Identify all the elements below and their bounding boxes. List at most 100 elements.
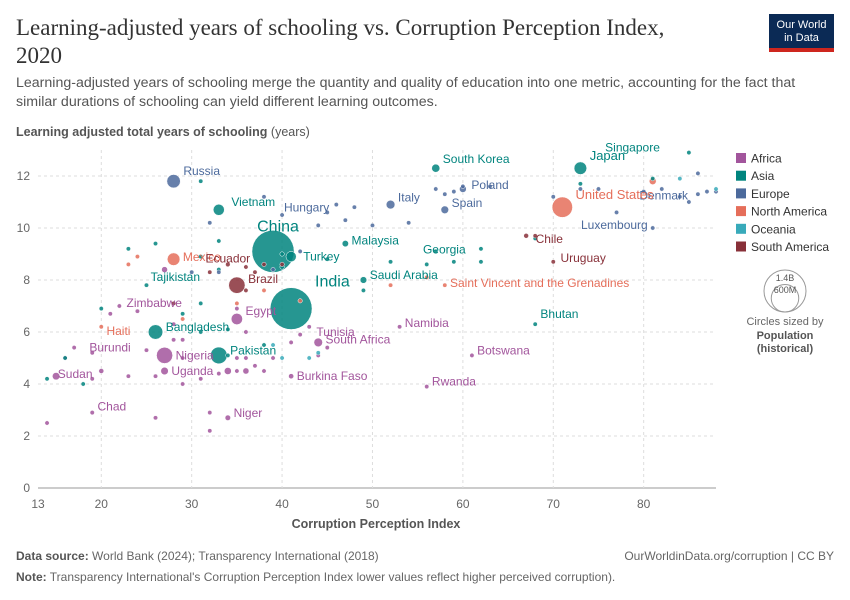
data-point[interactable]: [487, 183, 493, 189]
data-point[interactable]: [677, 194, 683, 200]
data-point[interactable]: [171, 321, 177, 327]
data-point[interactable]: [270, 342, 276, 348]
data-point[interactable]: [388, 259, 394, 265]
legend-item-africa[interactable]: Africa: [736, 152, 782, 166]
point-nigeria[interactable]: [156, 347, 173, 364]
data-point[interactable]: [614, 209, 620, 215]
data-point[interactable]: [207, 410, 213, 416]
data-point[interactable]: [306, 355, 312, 361]
data-point[interactable]: [89, 350, 95, 356]
point-zimbabwe[interactable]: [116, 303, 122, 309]
data-point[interactable]: [125, 373, 131, 379]
point-rwanda[interactable]: [424, 384, 430, 390]
data-point[interactable]: [478, 246, 484, 252]
data-point[interactable]: [134, 308, 140, 314]
point-uruguay[interactable]: [550, 259, 556, 265]
point-china[interactable]: [251, 230, 295, 273]
data-point[interactable]: [424, 261, 430, 267]
data-point[interactable]: [324, 256, 330, 262]
data-point[interactable]: [98, 306, 104, 312]
legend-item-asia[interactable]: Asia: [736, 169, 775, 183]
data-point[interactable]: [695, 170, 701, 176]
point-chile[interactable]: [523, 233, 529, 239]
point-namibia[interactable]: [397, 324, 403, 330]
data-point[interactable]: [216, 371, 222, 377]
point-egypt[interactable]: [230, 313, 243, 325]
data-point[interactable]: [261, 261, 267, 267]
data-point[interactable]: [62, 355, 68, 361]
legend-item-europe[interactable]: Europe: [736, 187, 790, 201]
data-point[interactable]: [324, 209, 330, 215]
data-point[interactable]: [713, 186, 719, 192]
legend-item-south-america[interactable]: South America: [736, 240, 829, 254]
data-point[interactable]: [198, 178, 204, 184]
data-point[interactable]: [153, 415, 158, 421]
data-point[interactable]: [198, 329, 204, 335]
data-point[interactable]: [261, 287, 267, 293]
data-point[interactable]: [207, 269, 213, 275]
point-sudan[interactable]: [52, 372, 61, 381]
point-saint-vincent-and-the-grenadines[interactable]: [442, 282, 448, 288]
data-point[interactable]: [677, 176, 683, 182]
data-point[interactable]: [207, 220, 213, 226]
data-point[interactable]: [144, 347, 149, 353]
data-point[interactable]: [686, 199, 692, 205]
data-point[interactable]: [180, 355, 186, 361]
data-point[interactable]: [532, 233, 538, 239]
data-point[interactable]: [324, 345, 330, 351]
data-point[interactable]: [577, 186, 583, 192]
legend-item-oceania[interactable]: Oceania: [736, 222, 796, 236]
owid-logo[interactable]: Our World in Data: [769, 14, 834, 52]
data-point[interactable]: [270, 355, 276, 361]
data-point[interactable]: [270, 267, 276, 273]
point-saudi-arabia[interactable]: [359, 276, 368, 284]
data-point[interactable]: [198, 376, 204, 382]
point-russia[interactable]: [166, 174, 181, 189]
data-point[interactable]: [478, 259, 484, 265]
point-malaysia[interactable]: [341, 240, 349, 248]
data-point[interactable]: [242, 367, 250, 375]
data-point[interactable]: [424, 274, 430, 280]
point-vietnam[interactable]: [213, 204, 225, 216]
data-point[interactable]: [125, 261, 131, 267]
data-point[interactable]: [225, 326, 231, 332]
data-point[interactable]: [315, 350, 321, 356]
point-brazil[interactable]: [228, 276, 246, 294]
data-point[interactable]: [279, 261, 285, 267]
data-point[interactable]: [252, 363, 258, 369]
data-point[interactable]: [243, 329, 249, 335]
point-chad[interactable]: [89, 410, 95, 416]
data-point[interactable]: [224, 367, 232, 375]
point-united-states[interactable]: [551, 196, 573, 218]
data-point[interactable]: [550, 194, 556, 200]
data-point[interactable]: [577, 181, 583, 187]
point-south-korea[interactable]: [431, 163, 441, 173]
data-point[interactable]: [234, 300, 240, 306]
data-point[interactable]: [107, 311, 113, 317]
data-point[interactable]: [234, 306, 240, 312]
data-point[interactable]: [98, 368, 105, 374]
data-point[interactable]: [388, 282, 394, 288]
point-niger[interactable]: [224, 414, 231, 421]
data-point[interactable]: [216, 238, 222, 244]
data-point[interactable]: [704, 189, 710, 195]
data-point[interactable]: [279, 212, 285, 218]
data-point[interactable]: [180, 311, 186, 317]
point-tajikistan[interactable]: [144, 282, 149, 288]
point-haiti[interactable]: [98, 324, 104, 330]
point-hungary[interactable]: [333, 202, 339, 208]
data-point[interactable]: [198, 300, 204, 306]
data-point[interactable]: [342, 217, 348, 223]
data-point[interactable]: [243, 264, 249, 270]
point-botswana[interactable]: [469, 352, 475, 358]
data-point[interactable]: [207, 428, 213, 434]
url-link[interactable]: OurWorldinData.org/corruption | CC BY: [624, 549, 834, 563]
data-point[interactable]: [261, 194, 267, 200]
data-point[interactable]: [180, 337, 186, 343]
data-point[interactable]: [451, 189, 457, 195]
data-point[interactable]: [134, 254, 140, 260]
point-turkey[interactable]: [285, 251, 297, 262]
data-point[interactable]: [252, 269, 258, 275]
data-source-text[interactable]: World Bank (2024); Transparency Internat…: [92, 549, 379, 563]
data-point[interactable]: [198, 254, 204, 260]
